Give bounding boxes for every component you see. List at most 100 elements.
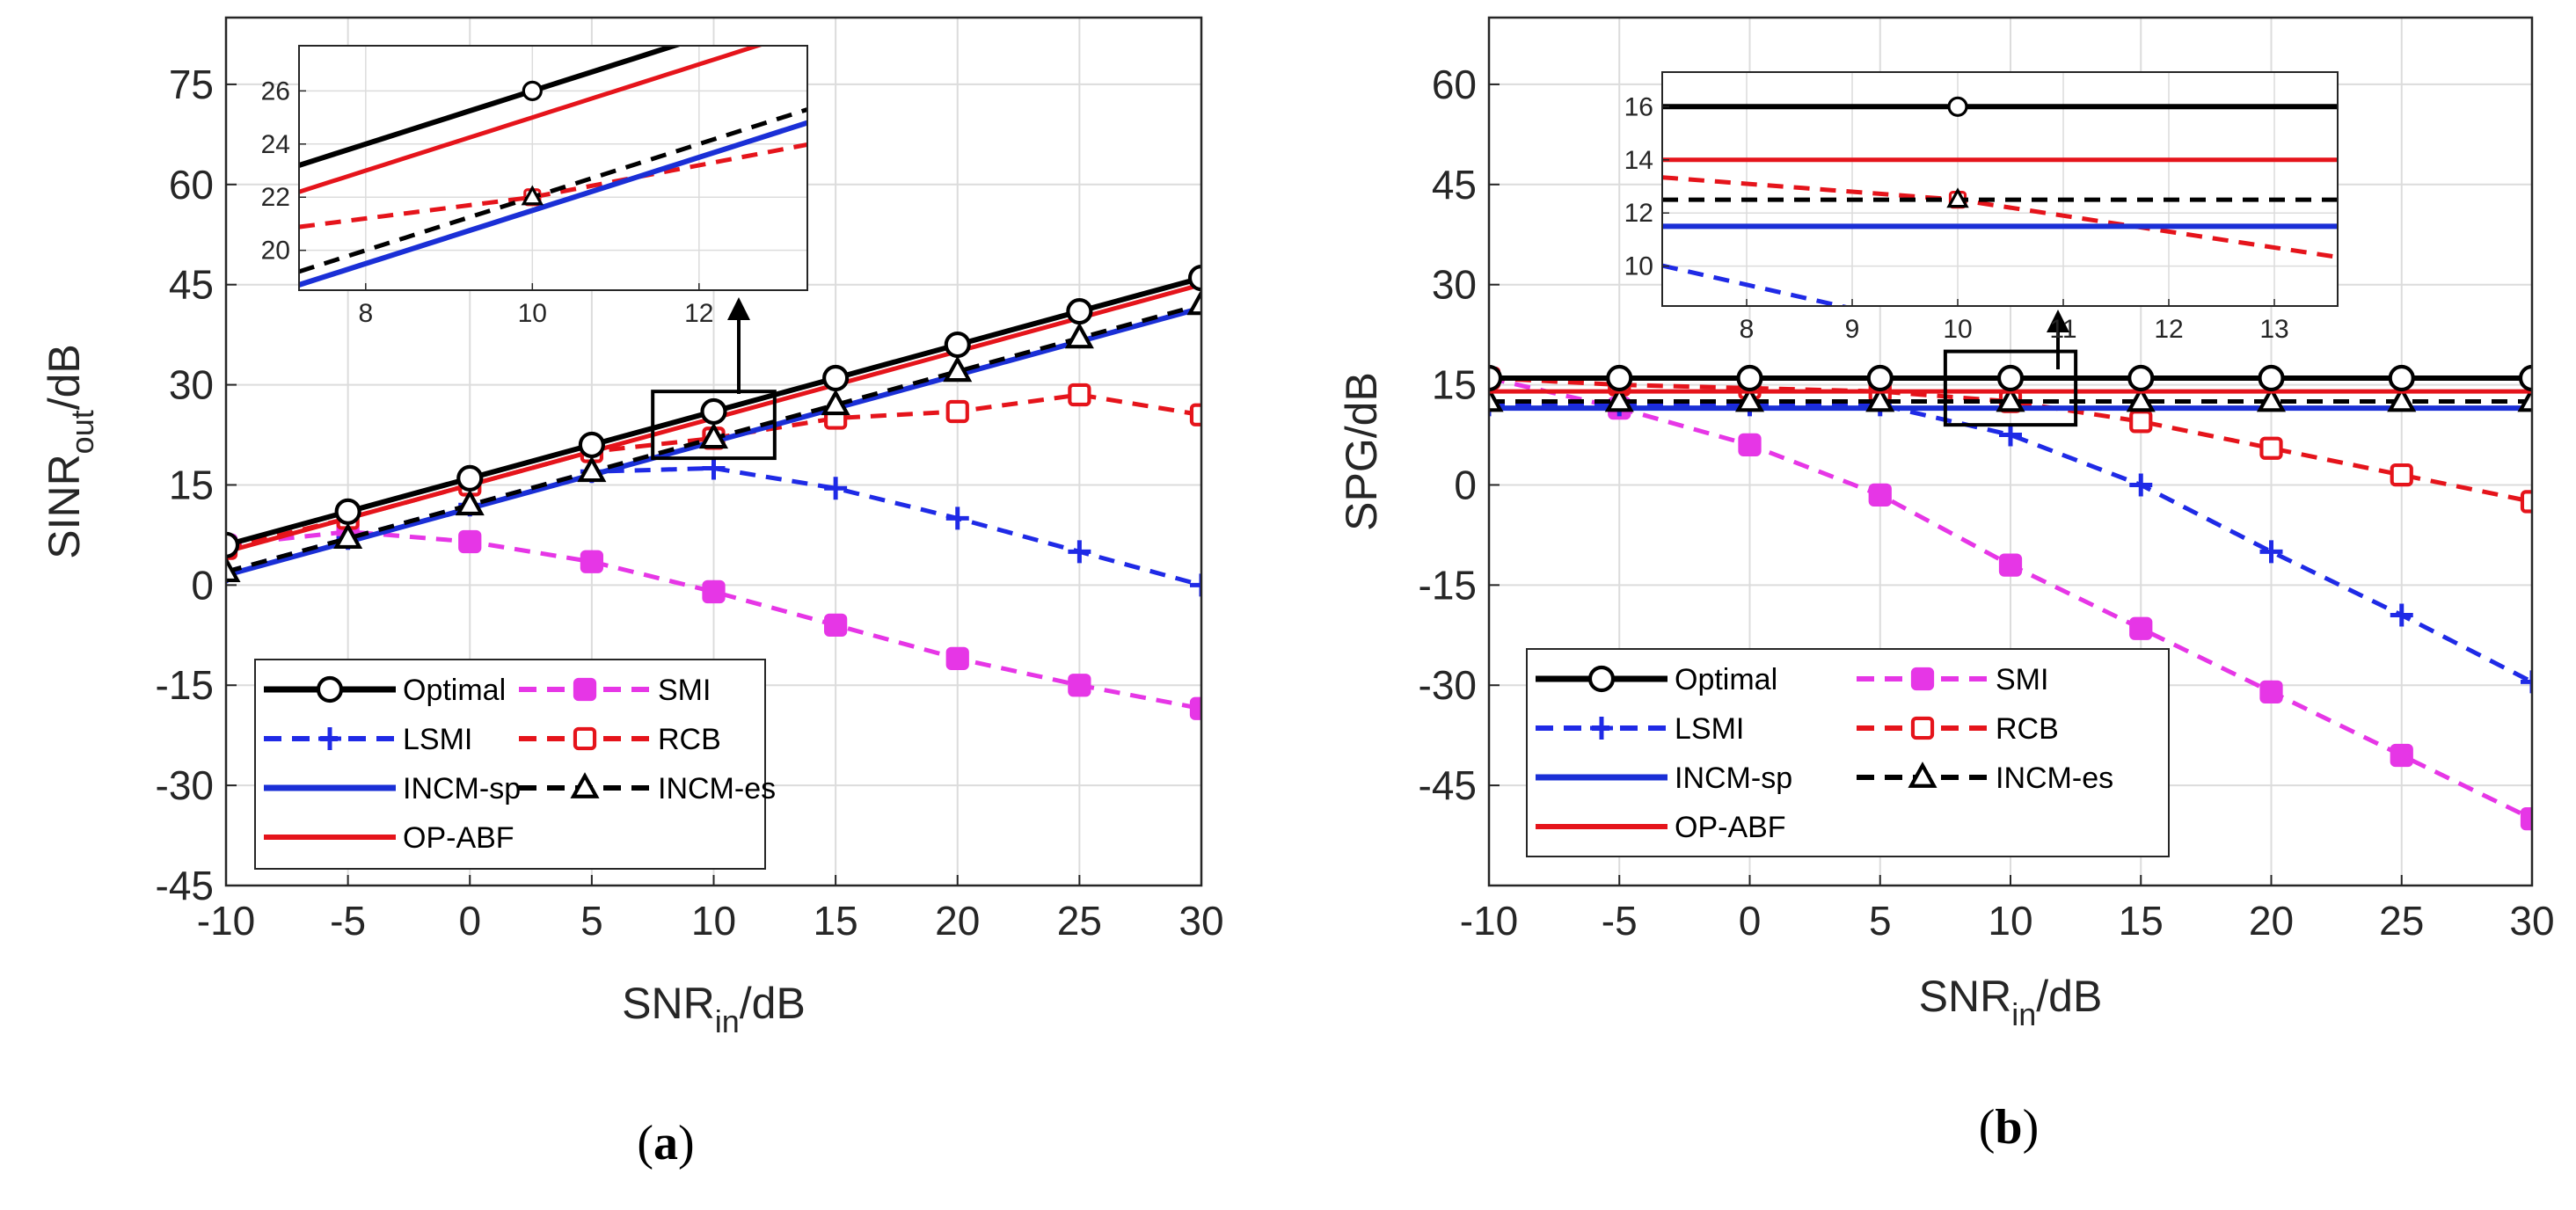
inset-x-tick-label: 11: [2049, 315, 2076, 344]
series-point-optimal: [226, 531, 240, 558]
series-point-rcb: [2129, 410, 2153, 434]
series-point-optimal: [1866, 364, 1894, 392]
inset-point-incm-es: [521, 185, 544, 206]
y-axis-label-sub: out: [64, 410, 100, 454]
series-point-incm-es: [2387, 385, 2417, 412]
series-point-lsmi: [1999, 423, 2022, 447]
legend-label-op-abf: OP-ABF: [1675, 811, 1786, 844]
panel-paren-open-a: (: [637, 1116, 653, 1170]
inset-y-tick-label: 12: [1624, 199, 1653, 228]
series-point-incm-es: [333, 522, 363, 550]
legend-label-smi: SMI: [1996, 663, 2048, 696]
series-point-smi: [1998, 553, 2023, 577]
inset-line-incm-es: [299, 107, 807, 274]
inset-x-tick-label: 9: [1845, 315, 1860, 344]
y-axis-label-main: SPG/dB: [1337, 372, 1386, 531]
series-point-lsmi: [1190, 573, 1201, 597]
legend-label-incm-es: INCM-es: [658, 772, 776, 805]
x-tick-label: 10: [1988, 898, 2032, 944]
x-tick-label: -10: [197, 898, 255, 944]
y-axis-label: SPG/dB: [1337, 372, 1386, 531]
legend-marker-smi: [573, 677, 597, 702]
series-point-optimal: [1736, 364, 1763, 392]
series-point-lsmi: [1068, 540, 1091, 564]
series-point-optimal: [1066, 297, 1093, 325]
inset-y-tick-label: 14: [1624, 146, 1653, 175]
inset-x-tick-label: 12: [684, 299, 713, 328]
legend-marker-rcb: [1910, 716, 1935, 740]
series-line-smi: [226, 529, 1201, 711]
series-point-incm-es: [1489, 385, 1504, 412]
x-tick-label: 15: [814, 898, 858, 944]
inset-line-op-abf: [299, 46, 765, 194]
series-point-optimal: [700, 397, 727, 426]
series-point-incm-es: [577, 456, 607, 483]
panel-label-a: (a): [637, 1116, 694, 1170]
series-point-smi: [823, 613, 848, 638]
x-tick-label: 0: [1739, 898, 1762, 944]
inset-point-optimal: [522, 80, 543, 101]
series-point-optimal: [2127, 364, 2155, 392]
series-point-smi: [1738, 433, 1762, 457]
legend-label-lsmi: LSMI: [403, 723, 472, 756]
legend-label-optimal: Optimal: [1675, 663, 1777, 696]
inset-x-tick-label: 8: [358, 299, 373, 328]
panel-letter-a: a: [653, 1116, 678, 1170]
legend-label-lsmi: LSMI: [1675, 712, 1744, 746]
series-point-lsmi: [945, 507, 969, 530]
y-tick-label: 30: [1432, 262, 1477, 308]
y-tick-label: -15: [156, 662, 214, 708]
x-axis-label-suffix: /dB: [740, 979, 806, 1028]
inset-y-tick-label: 26: [261, 77, 290, 106]
series-point-rcb: [2390, 463, 2413, 487]
legend-box: [1526, 648, 2170, 857]
series-point-rcb: [2259, 436, 2283, 460]
x-tick-label: -5: [330, 898, 366, 944]
x-axis-label-sub: in: [715, 1003, 740, 1039]
x-tick-label: -5: [1602, 898, 1638, 944]
series-point-optimal: [2258, 364, 2285, 392]
series-point-incm-es: [698, 422, 729, 449]
inset-point-incm-es: [1946, 187, 1969, 208]
legend-marker-optimal: [316, 675, 344, 703]
panel-paren-close-a: ): [678, 1116, 695, 1170]
y-tick-label: 30: [169, 362, 214, 408]
inset-x-tick-label: 10: [1943, 315, 1972, 344]
series-point-smi: [1068, 674, 1091, 697]
series-point-incm-es: [1064, 322, 1094, 349]
inset-x-tick-label: 10: [518, 299, 547, 328]
panel-letter-b: b: [1995, 1100, 2022, 1155]
x-tick-label: -10: [1460, 898, 1518, 944]
panel-paren-open-b: (: [1979, 1100, 1996, 1155]
inset-x-tick-label: 8: [1740, 315, 1755, 344]
series-point-lsmi: [2259, 540, 2283, 564]
y-tick-label: -30: [156, 762, 214, 808]
series-point-optimal: [944, 331, 971, 359]
series-point-optimal: [822, 364, 850, 392]
series-point-incm-es: [1996, 385, 2025, 412]
panel-paren-close-b: ): [2023, 1100, 2040, 1155]
legend-marker-lsmi: [318, 727, 341, 750]
axes-box: [1487, 16, 2534, 887]
x-axis-label-sub: in: [2011, 996, 2036, 1032]
inset-series-group: [299, 46, 807, 288]
legend-label-smi: SMI: [658, 674, 711, 707]
series-point-smi: [702, 579, 726, 604]
series-point-optimal: [1489, 364, 1503, 392]
y-axis-label-main: SINR: [40, 454, 89, 558]
series-point-smi: [580, 550, 604, 573]
y-tick-label: 0: [1454, 462, 1477, 507]
inset-y-tick-label: 24: [261, 130, 290, 159]
legend-marker-incm-es: [570, 772, 600, 798]
y-tick-label: 15: [1432, 362, 1477, 408]
series-point-incm-es: [1604, 385, 1634, 412]
legend-marker-rcb: [573, 726, 597, 751]
series-point-optimal: [334, 498, 361, 525]
series-point-incm-es: [2126, 385, 2156, 412]
x-axis-label-suffix: /dB: [2036, 972, 2102, 1021]
series-point-optimal: [1187, 265, 1201, 292]
series-point-smi: [1868, 483, 1892, 507]
inset-line-optimal: [299, 46, 683, 168]
series-point-rcb: [1068, 383, 1091, 407]
series-point-optimal: [2388, 364, 2415, 392]
